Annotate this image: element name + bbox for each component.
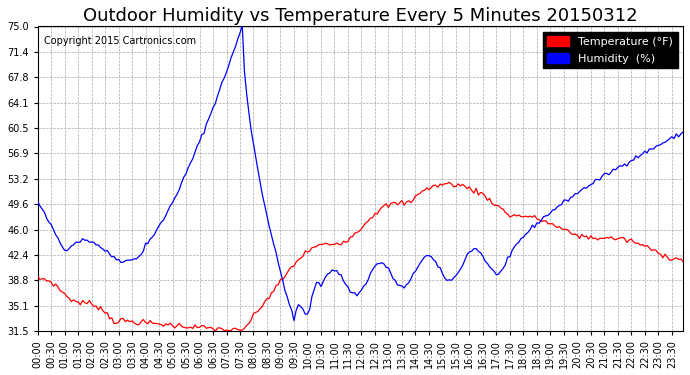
Legend: Temperature (°F), Humidity  (%): Temperature (°F), Humidity (%) xyxy=(542,32,678,68)
Title: Outdoor Humidity vs Temperature Every 5 Minutes 20150312: Outdoor Humidity vs Temperature Every 5 … xyxy=(83,7,638,25)
Text: Copyright 2015 Cartronics.com: Copyright 2015 Cartronics.com xyxy=(44,36,196,46)
